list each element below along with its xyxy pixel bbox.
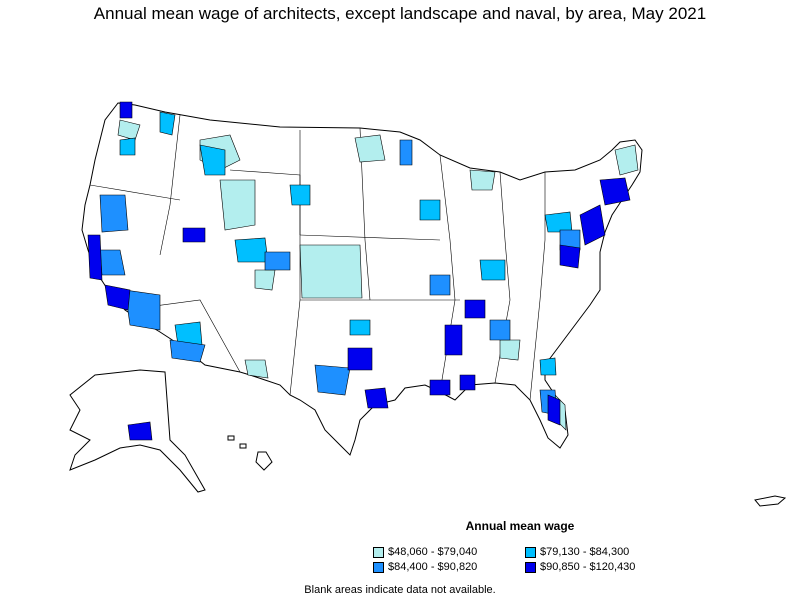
blank-areas-note: Blank areas indicate data not available. [304,584,496,596]
legend-swatch-mid-low [525,546,536,558]
legend-item-low: $48,060 - $79,040 [373,546,477,558]
puerto-rico-outline [754,495,787,507]
map-title: Annual mean wage of architects, except l… [93,4,707,23]
legend-item-mid-high: $84,400 - $90,820 [373,561,477,573]
hawaii-island-small [239,443,247,449]
legend-swatch-mid-high [373,561,384,573]
legend-swatch-low [373,546,384,558]
legend-item-mid-low: $79,130 - $84,300 [525,546,629,558]
legend-title: Annual mean wage [465,519,575,533]
legend-swatch-high [525,561,536,573]
legend-label-high: $90,850 - $120,430 [540,561,636,573]
hawaii-outline [255,451,273,471]
legend-label-mid-high: $84,400 - $90,820 [388,561,478,573]
hawaii-island-small-2 [227,435,235,441]
legend-item-high: $90,850 - $120,430 [525,561,635,573]
legend-label-mid-low: $79,130 - $84,300 [540,546,630,558]
legend-label-low: $48,060 - $79,040 [388,546,478,558]
